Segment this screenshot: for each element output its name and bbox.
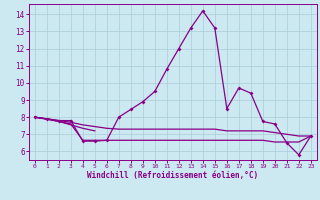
X-axis label: Windchill (Refroidissement éolien,°C): Windchill (Refroidissement éolien,°C) [87,171,258,180]
